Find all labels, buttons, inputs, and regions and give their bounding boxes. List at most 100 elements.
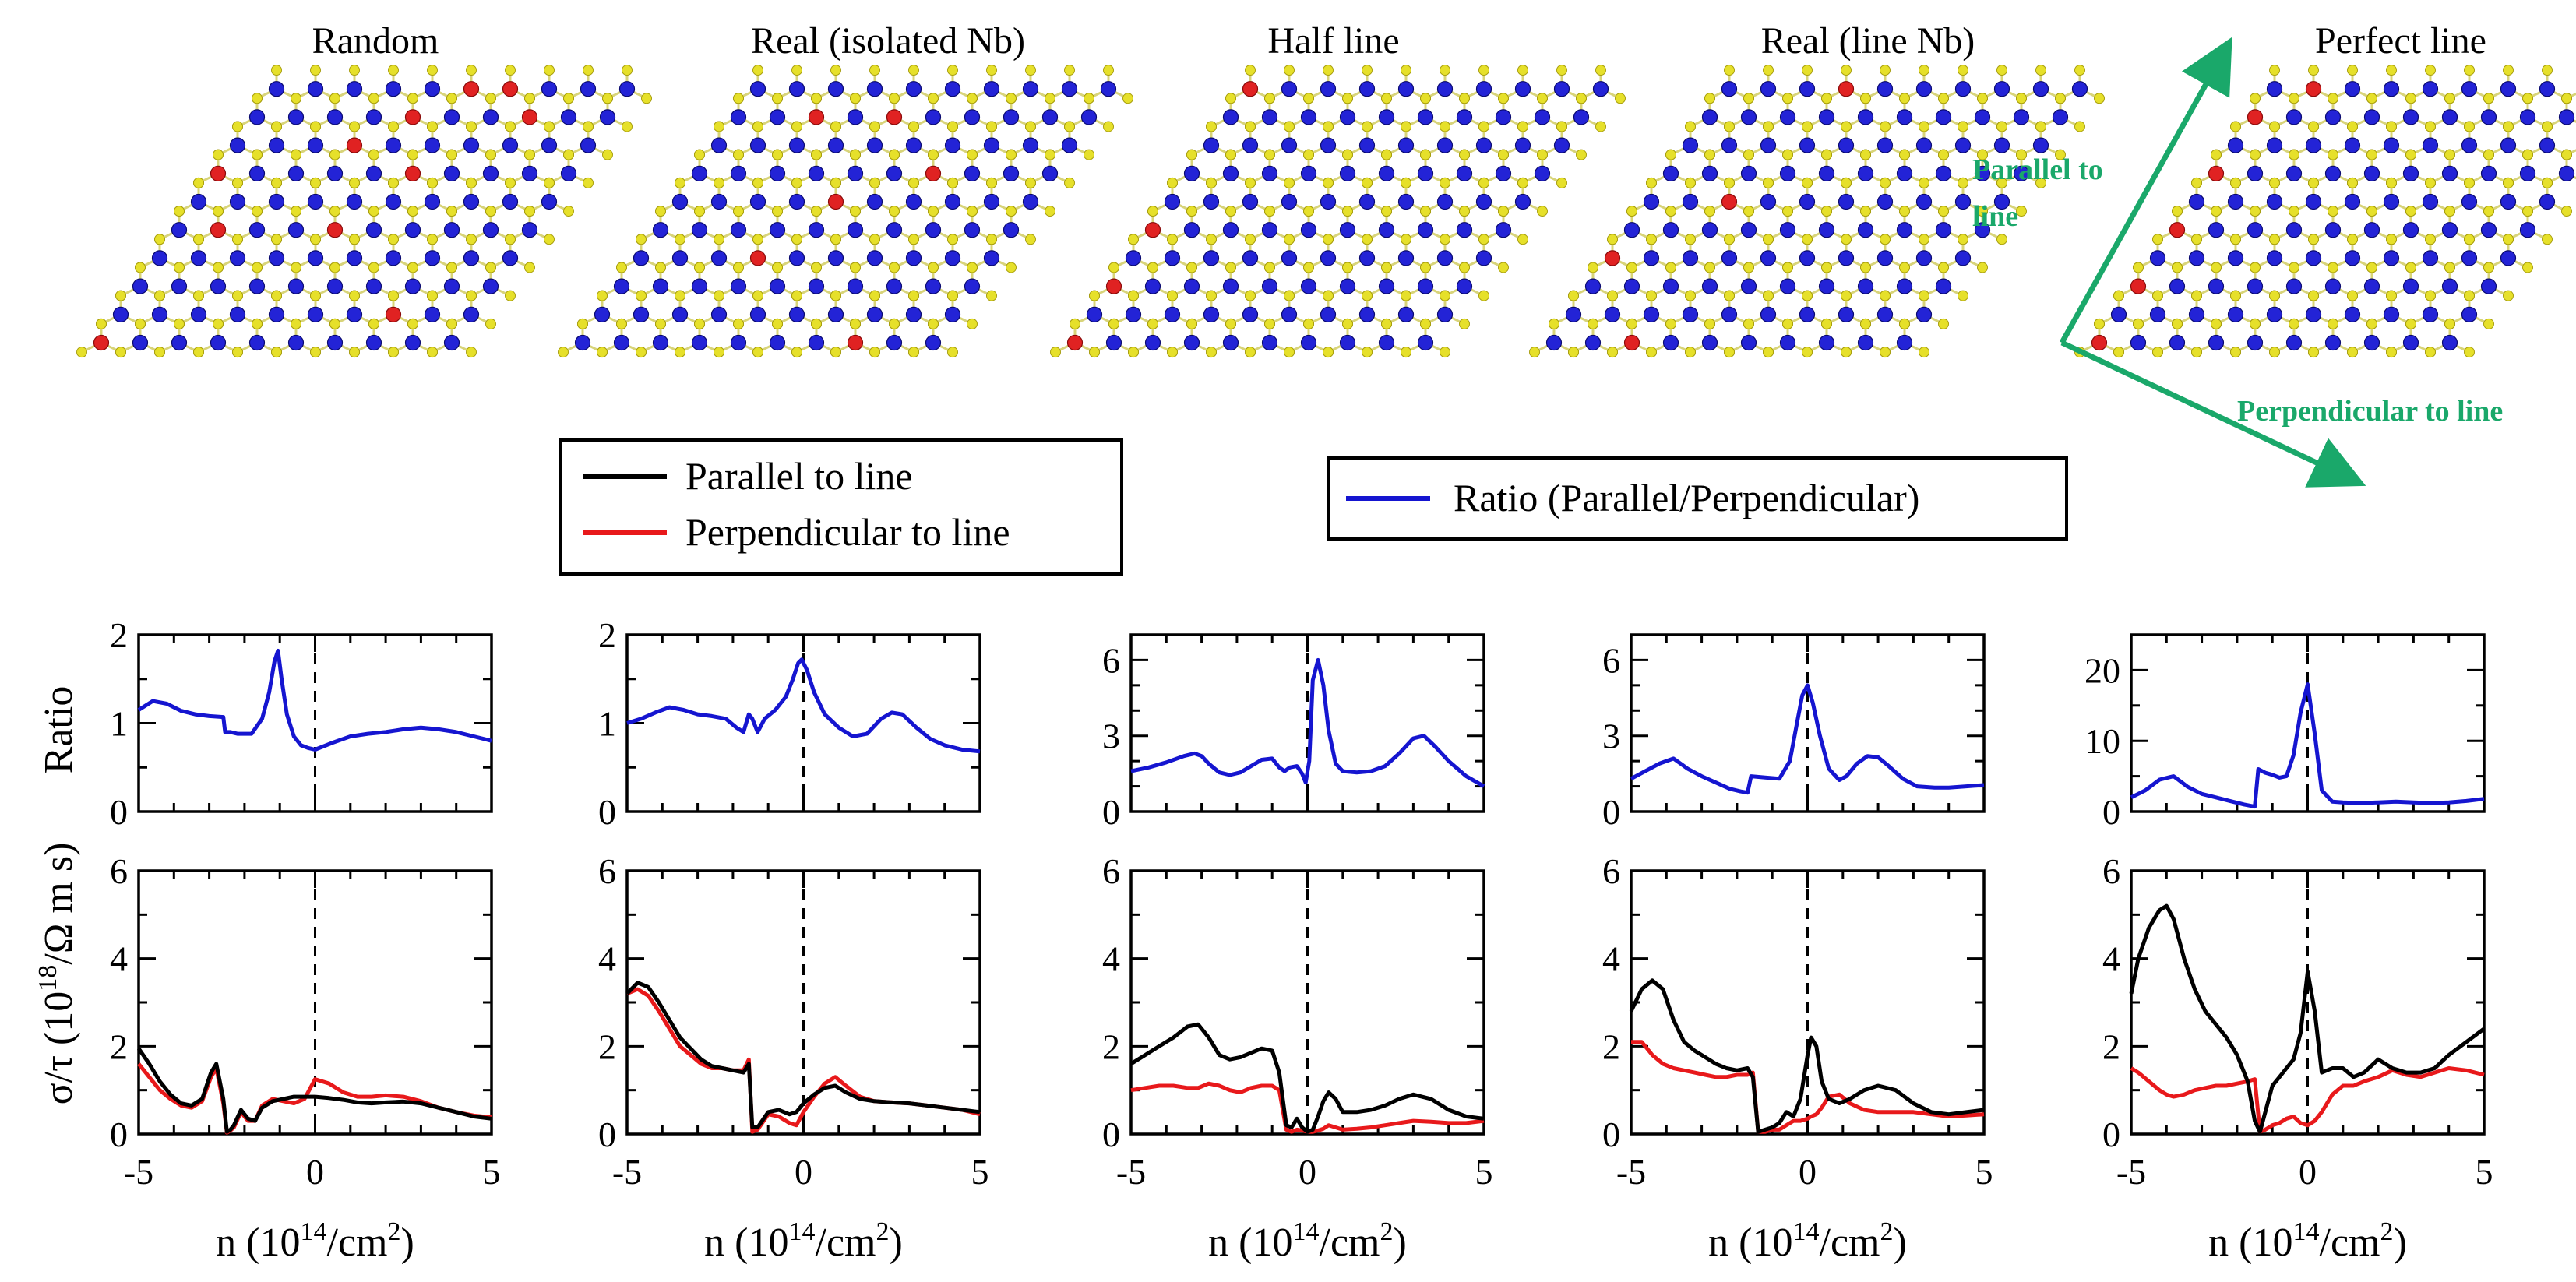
s-atom: [675, 347, 685, 358]
s-atom: [1919, 234, 1929, 245]
s-atom: [1103, 121, 1114, 132]
s-atom: [1685, 177, 1696, 188]
s-atom: [466, 347, 477, 358]
mo-atom: [1222, 109, 1239, 125]
s-atom: [694, 318, 705, 329]
s-atom: [1821, 262, 1832, 273]
s-atom: [2172, 206, 2183, 217]
s-atom: [1401, 347, 1411, 358]
s-atom: [2230, 347, 2241, 358]
s-atom: [2269, 290, 2280, 301]
s-atom: [1420, 262, 1431, 273]
s-atom: [1381, 206, 1392, 217]
s-atom: [2386, 65, 2397, 76]
s-atom: [1938, 149, 1949, 160]
nb-atom: [1604, 250, 1621, 266]
sigma-ylabel: σ/τ (1018/Ω m s): [33, 843, 81, 1105]
s-atom: [889, 262, 900, 273]
mo-atom: [2519, 222, 2536, 238]
s-atom: [908, 234, 919, 245]
mo-atom: [2519, 109, 2536, 125]
mo-atom: [1358, 137, 1376, 153]
sigma-ytick-label: 2: [2102, 1027, 2120, 1066]
s-atom: [986, 121, 997, 132]
parallel-series-line: [2129, 903, 2486, 1134]
mo-atom: [1514, 193, 1531, 210]
x-axis-label-part: /cm: [1320, 1220, 1380, 1265]
mo-atom: [1896, 334, 1913, 351]
s-atom: [1206, 177, 1217, 188]
s-atom: [1646, 177, 1657, 188]
mo-atom: [1818, 334, 1835, 351]
s-atom: [154, 290, 165, 301]
s-atom: [889, 206, 900, 217]
s-atom: [1323, 177, 1334, 188]
s-atom: [1381, 262, 1392, 273]
x-tick-label: -5: [124, 1152, 153, 1192]
mo-atom: [1320, 306, 1337, 322]
s-atom: [1919, 121, 1929, 132]
mo-atom: [2169, 278, 2186, 294]
mo-atom: [1022, 137, 1039, 153]
s-atom: [2425, 290, 2436, 301]
mo-atom: [404, 334, 421, 351]
mo-atom: [2032, 81, 2049, 97]
s-atom: [1167, 234, 1178, 245]
nb-atom: [1721, 193, 1738, 210]
mo-atom: [1721, 306, 1738, 322]
mo-atom: [1417, 222, 1434, 238]
mo-atom: [2324, 165, 2342, 181]
mo-atom: [847, 278, 864, 294]
s-atom: [1342, 206, 1353, 217]
s-atom: [1724, 177, 1735, 188]
s-atom: [1206, 347, 1217, 358]
s-atom: [1006, 93, 1017, 104]
s-atom: [583, 177, 594, 188]
mo-atom: [1553, 137, 1570, 153]
s-atom: [1880, 234, 1891, 245]
s-atom: [2250, 262, 2261, 273]
s-atom: [1763, 234, 1774, 245]
s-atom: [1685, 347, 1696, 358]
s-atom: [213, 149, 224, 160]
mo-atom: [1320, 137, 1337, 153]
nb-atom: [2247, 109, 2264, 125]
mo-atom: [1721, 250, 1738, 266]
s-atom: [1977, 206, 1988, 217]
mo-atom: [2266, 81, 2283, 97]
s-atom: [967, 206, 978, 217]
s-atom: [1977, 262, 1988, 273]
s-atom: [2133, 262, 2144, 273]
legend-ratio-label: Ratio (Parallel/Perpendicular): [1454, 476, 1919, 519]
mo-atom: [866, 250, 883, 266]
mo-atom: [964, 109, 981, 125]
s-atom: [1763, 347, 1774, 358]
mo-atom: [1417, 278, 1434, 294]
mo-atom: [1339, 165, 1356, 181]
s-atom: [1996, 65, 2007, 76]
s-atom: [2542, 121, 2553, 132]
x-axis-label-sup: 2: [2380, 1217, 2393, 1246]
mo-atom: [326, 109, 344, 125]
s-atom: [310, 290, 321, 301]
mo-atom: [1456, 278, 1473, 294]
s-atom: [714, 347, 724, 358]
mo-atom: [886, 165, 903, 181]
mo-atom: [652, 334, 669, 351]
s-atom: [1167, 347, 1178, 358]
mo-atom: [983, 193, 1000, 210]
mo-atom: [1838, 250, 1855, 266]
s-atom: [1646, 347, 1657, 358]
s-atom: [349, 234, 360, 245]
nb-atom: [847, 334, 864, 351]
mo-atom: [2227, 306, 2244, 322]
mo-atom: [1799, 137, 1816, 153]
mo-atom: [365, 278, 382, 294]
s-atom: [174, 262, 185, 273]
s-atom: [1576, 93, 1587, 104]
s-atom: [1440, 177, 1450, 188]
s-atom: [791, 65, 802, 76]
